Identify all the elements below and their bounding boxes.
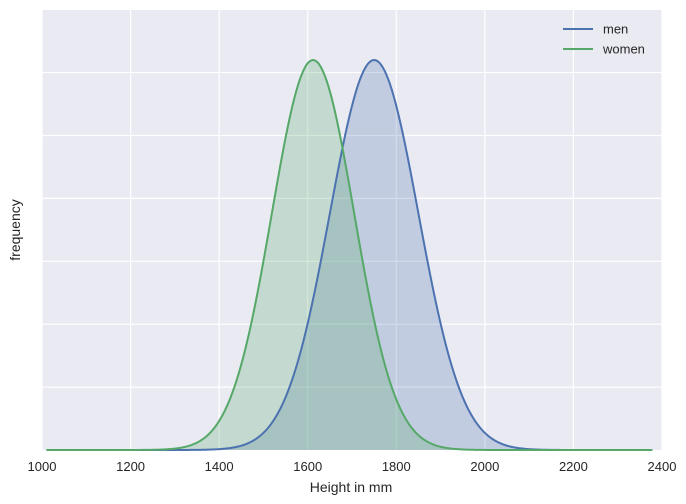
x-tick-label: 1800	[382, 459, 411, 474]
legend-label-men: men	[603, 22, 628, 37]
series-area-men	[46, 60, 653, 450]
grid-lines	[41, 10, 663, 450]
x-tick-label: 2200	[559, 459, 588, 474]
x-tick-label: 1200	[116, 459, 145, 474]
series-lines	[46, 58, 653, 451]
series-line-women	[46, 59, 653, 451]
x-tick-labels: 1000 1200 1400 1600 1800 2000 2200 2400	[28, 459, 677, 474]
series-areas	[46, 60, 653, 451]
x-tick-label: 2000	[470, 459, 499, 474]
x-tick-label: 2400	[648, 459, 677, 474]
x-tick-label: 1400	[205, 459, 234, 474]
series-area-women	[46, 60, 653, 451]
x-tick-label: 1000	[28, 459, 57, 474]
legend-label-women: women	[602, 42, 645, 57]
x-axis-label: Height in mm	[310, 479, 392, 495]
x-tick-label: 1600	[293, 459, 322, 474]
plot-background	[42, 10, 662, 450]
y-axis-label: frequency	[7, 199, 23, 260]
legend: men women	[563, 22, 645, 57]
